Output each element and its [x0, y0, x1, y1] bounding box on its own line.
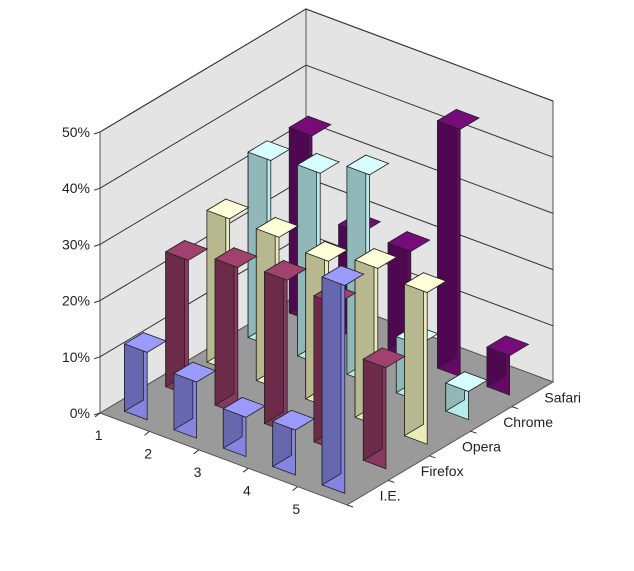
bar-top-face [263, 260, 308, 281]
bar-ie-1 [123, 331, 168, 421]
bar-top-face [247, 140, 291, 161]
axis-labels: 0% 10% 20% 30% 40% 50% 1 2 3 4 5 I.E. Firefox OperaCh… [62, 124, 581, 517]
bar-top-face [304, 241, 349, 262]
bar-top-face [403, 272, 448, 293]
x-tick [193, 449, 200, 455]
bar-ie-2 [172, 361, 217, 439]
category-label: 3 [194, 464, 202, 480]
bar-top-face [345, 154, 390, 176]
bar-ie-4 [271, 409, 316, 476]
series-tick [429, 455, 436, 459]
bar-top-face [222, 397, 266, 418]
category-label: 1 [95, 427, 103, 443]
y-tick [93, 131, 101, 135]
bar-top-face [164, 240, 209, 261]
bar-safari-5 [485, 335, 530, 396]
bar-top-face [288, 115, 332, 137]
y-tick [93, 356, 101, 360]
bar-safari-4 [436, 108, 481, 378]
y-tick-label: 0% [70, 405, 90, 421]
y-tick-label: 30% [62, 236, 90, 252]
bar-side-face [321, 264, 342, 486]
y-tick [93, 187, 101, 191]
bar-chrome-5 [444, 370, 489, 421]
bar-firefox-1 [164, 239, 209, 396]
bar-top-face [387, 231, 431, 252]
bar-top-face [485, 335, 530, 357]
bar-top-face [172, 361, 217, 383]
series-tick [470, 430, 477, 434]
category-label: 2 [144, 446, 152, 462]
y-tick-label: 40% [62, 180, 90, 196]
y-tick [93, 243, 101, 247]
bar-side-face [214, 246, 235, 406]
series-label: Chrome [503, 414, 553, 430]
series-label: I.E. [380, 488, 401, 504]
series-tick [346, 504, 354, 508]
gridline [99, 64, 554, 189]
bar-side-face [404, 271, 424, 437]
bars [123, 108, 530, 494]
bar-side-face [165, 239, 186, 388]
x-tick [242, 467, 249, 473]
y-tick-label: 50% [62, 124, 90, 140]
x-tick [144, 431, 150, 436]
bar-top-face [296, 153, 341, 174]
bar-top-face [123, 332, 168, 353]
x-tick [292, 486, 298, 491]
bar-side-face [264, 259, 284, 425]
bar-ie-5 [321, 264, 365, 494]
series-label: Opera [462, 439, 501, 455]
x-tick [94, 412, 101, 418]
series-tick [511, 406, 518, 410]
bar-top-face [205, 198, 250, 220]
bar-top-face [354, 248, 398, 269]
bar-firefox-5 [362, 347, 406, 470]
bar-top-face [436, 109, 481, 130]
y-tick [93, 300, 101, 304]
bar-opera-5 [403, 271, 448, 445]
series-tick [388, 479, 395, 483]
bar-ie-3 [222, 396, 266, 458]
bar-top-face [321, 265, 365, 286]
bar-side-face [437, 108, 457, 369]
category-label: 5 [292, 501, 300, 517]
bar-top-face [271, 409, 316, 431]
series-label: Safari [544, 389, 581, 405]
series-label: Firefox [421, 463, 464, 479]
bar-top-face [255, 217, 299, 238]
gridline [99, 8, 554, 133]
bar-firefox-3 [263, 259, 308, 433]
bar-firefox-2 [214, 246, 258, 415]
bar-top-face [362, 347, 406, 369]
bar-top-face [214, 247, 258, 268]
bar-top-face [444, 371, 489, 392]
y-tick-label: 20% [62, 293, 90, 309]
category-label: 4 [243, 482, 251, 498]
y-tick-label: 10% [62, 349, 90, 365]
